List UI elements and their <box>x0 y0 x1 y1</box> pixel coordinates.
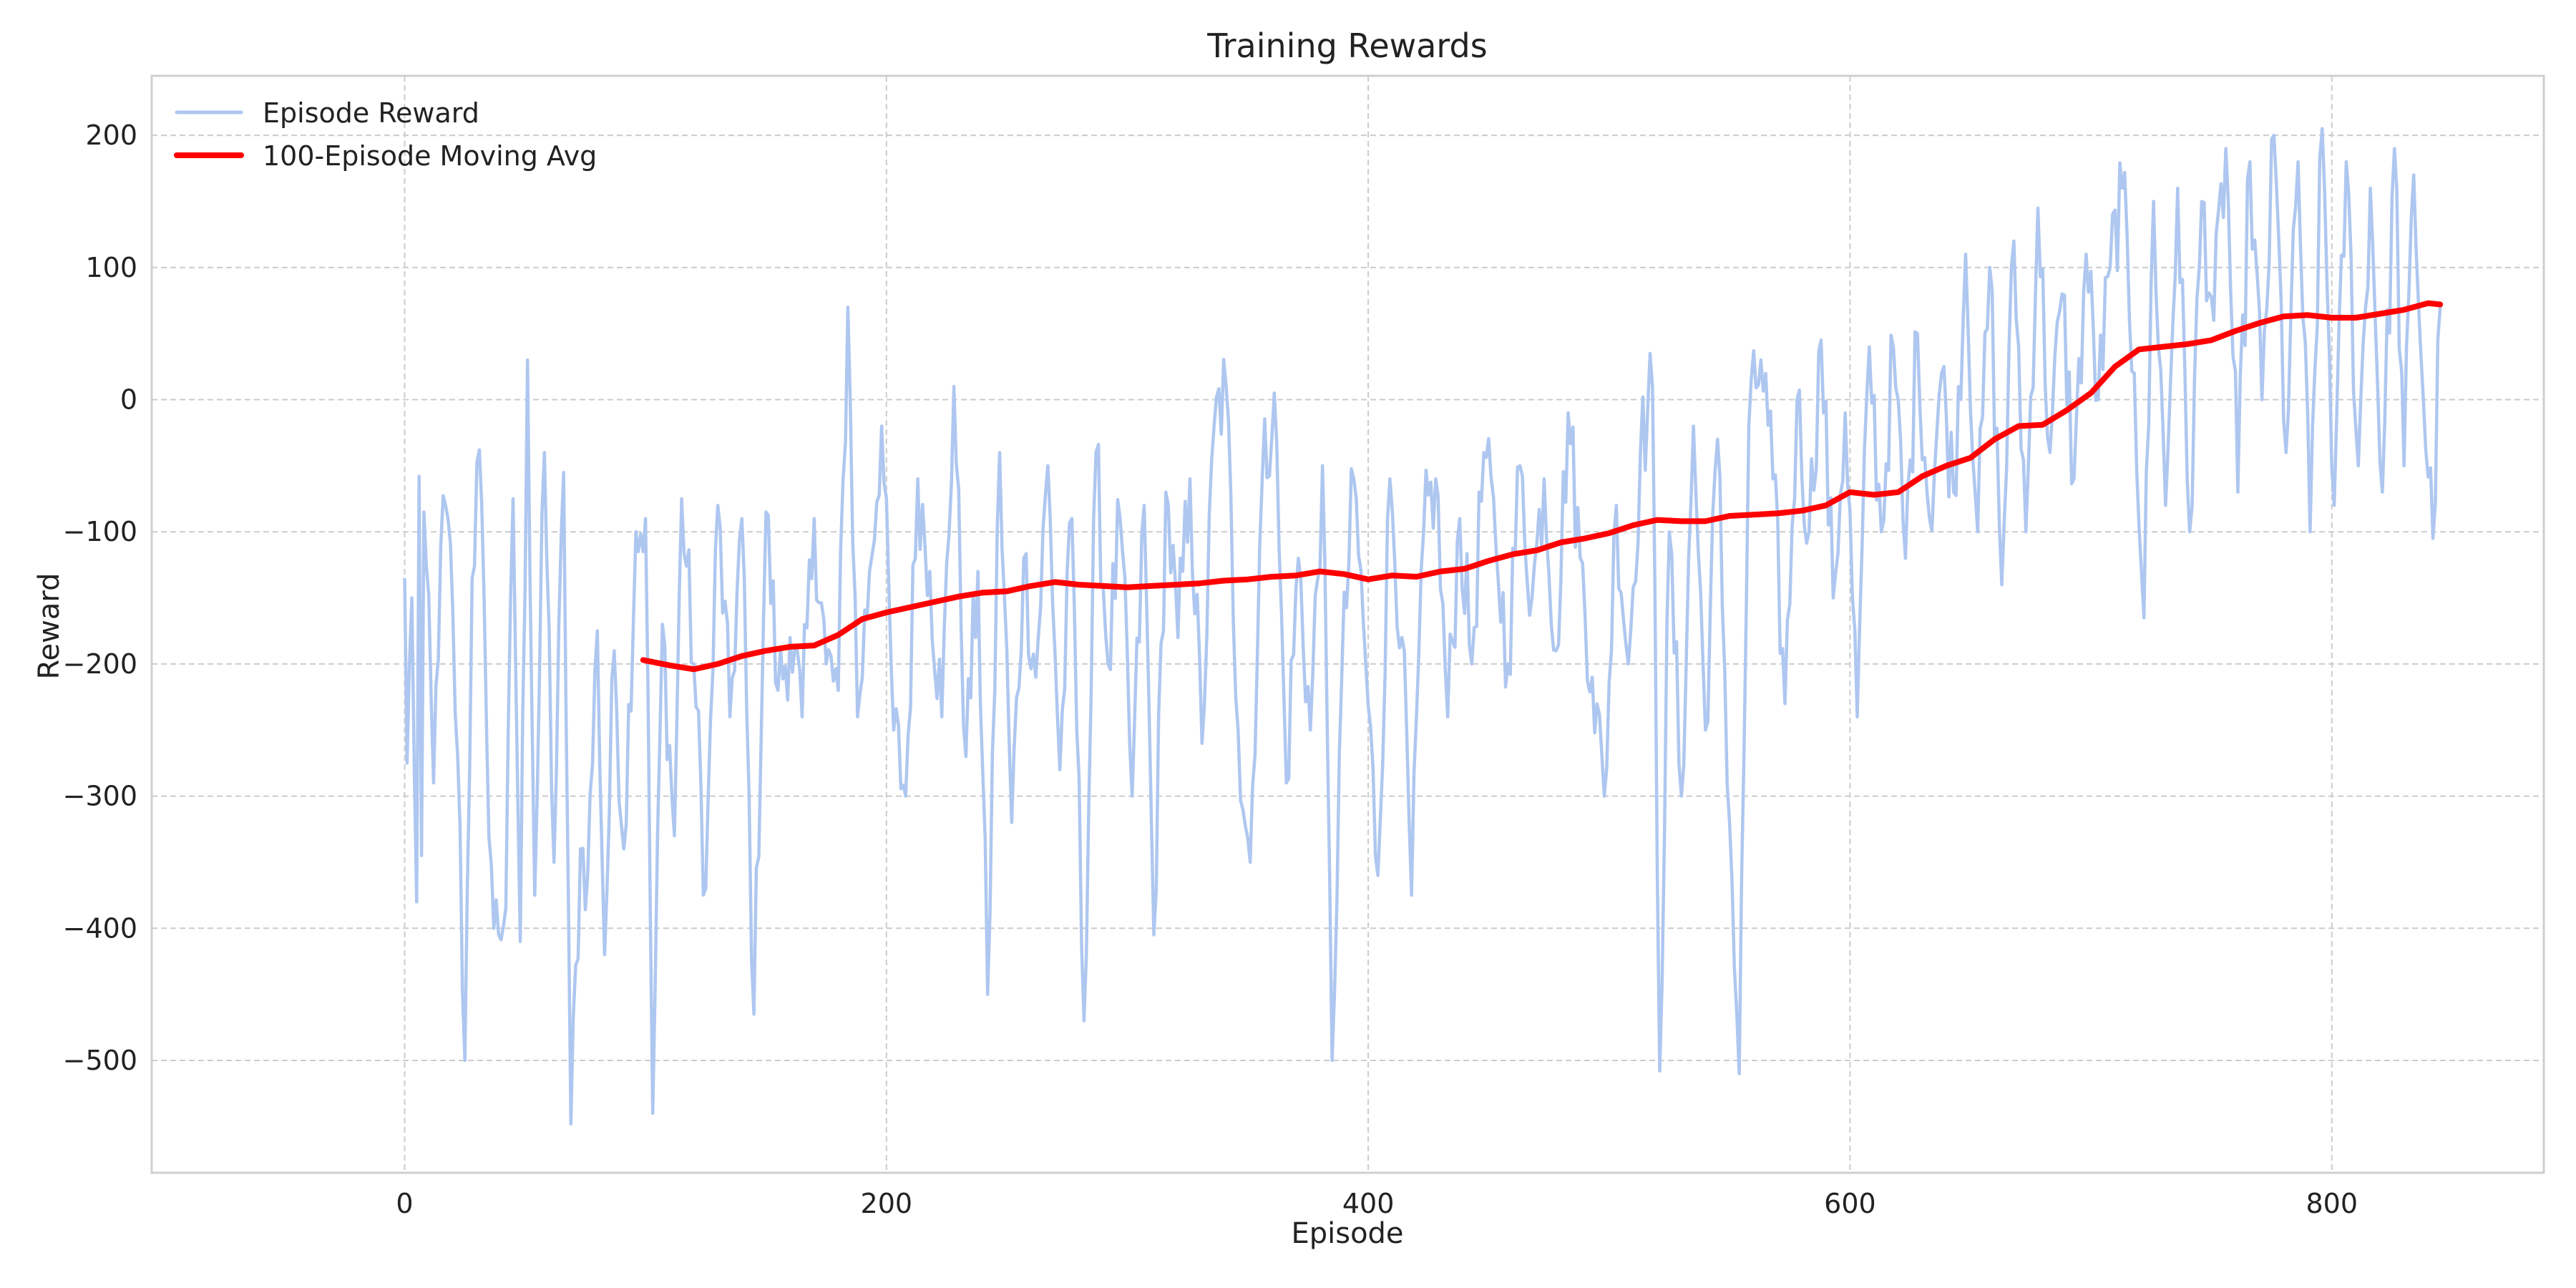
y-tick-label: −100 <box>63 516 137 547</box>
legend-label-episode-reward: Episode Reward <box>263 97 479 129</box>
tick-labels: 0 200 400 600 800 200 100 0 −100 −200 −300 −400 −500 <box>63 119 2358 1219</box>
y-tick-label: 0 <box>120 384 137 416</box>
x-tick-label: 0 <box>396 1188 413 1219</box>
x-tick-label: 600 <box>1824 1188 1876 1219</box>
plot-series <box>403 127 2444 1126</box>
y-axis-title: Reward <box>33 573 66 680</box>
y-tick-label: 100 <box>85 252 137 283</box>
x-axis-title: Episode <box>1291 1217 1403 1250</box>
x-tick-label: 800 <box>2306 1188 2358 1219</box>
x-tick-label: 400 <box>1342 1188 1395 1219</box>
legend-label-moving-avg: 100-Episode Moving Avg <box>263 140 597 172</box>
y-tick-label: −200 <box>63 648 137 680</box>
episode-reward-line <box>403 127 2442 1126</box>
legend: Episode Reward 100-Episode Moving Avg <box>174 97 597 172</box>
x-tick-label: 200 <box>861 1188 913 1219</box>
y-tick-label: −300 <box>63 781 137 812</box>
y-tick-label: −500 <box>63 1045 137 1076</box>
moving-avg-line <box>640 300 2444 673</box>
plot-frame <box>150 74 2545 1174</box>
y-tick-label: 200 <box>85 119 137 151</box>
y-tick-label: −400 <box>63 912 137 944</box>
chart-title: Training Rewards <box>1206 26 1487 65</box>
